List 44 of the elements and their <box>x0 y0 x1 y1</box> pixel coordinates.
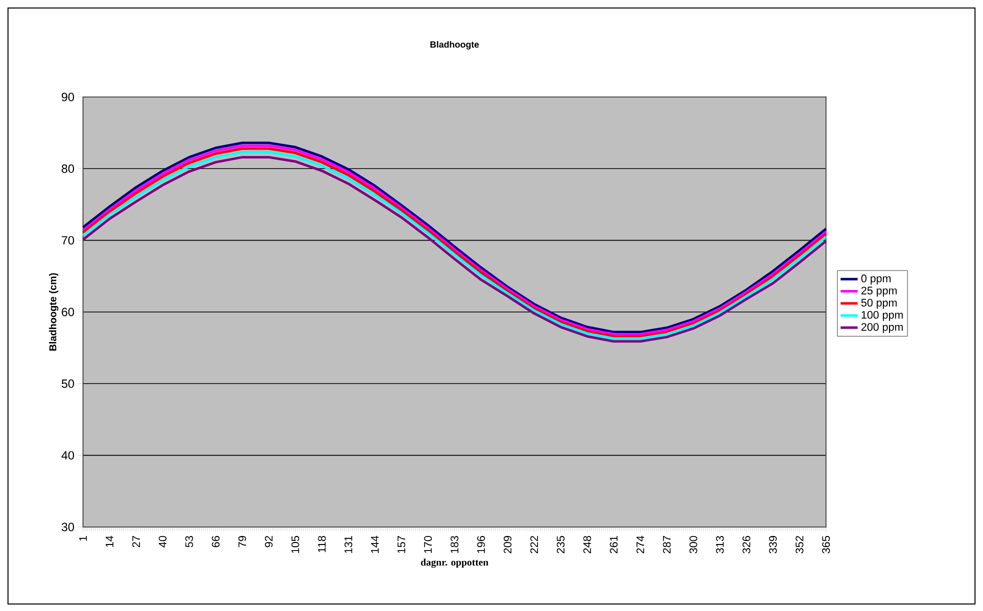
x-tick-label: 14 <box>106 536 114 547</box>
x-tick-label: 157 <box>398 536 406 553</box>
x-tick-label: 118 <box>318 536 326 552</box>
x-tick-label: 287 <box>662 536 671 554</box>
x-tick-label: 326 <box>742 536 750 554</box>
legend-label: 25 ppm <box>861 286 897 297</box>
x-tick-label: 248 <box>583 536 592 554</box>
y-tick-label: 70 <box>62 236 74 245</box>
x-tick-label: 40 <box>158 536 166 548</box>
x-tick-label: 144 <box>371 536 379 553</box>
x-tick-label: 105 <box>291 536 300 553</box>
x-tick-label: 79 <box>238 536 246 548</box>
legend-label: 0 ppm <box>861 274 891 284</box>
x-axis-title: dagnr. oppotten <box>420 558 488 568</box>
x-tick-label: 352 <box>796 536 804 554</box>
legend-label: 50 ppm <box>861 298 897 309</box>
x-tick-label: 300 <box>689 536 698 554</box>
x-tick-label: 313 <box>716 536 724 554</box>
legend-label: 200 ppm <box>861 323 903 333</box>
y-tick-label: 30 <box>62 522 74 532</box>
x-tick-label: 235 <box>556 536 565 554</box>
legend-label: 100 ppm <box>862 310 903 321</box>
x-tick-label: 131 <box>344 536 352 553</box>
x-tick-label: 339 <box>769 536 777 554</box>
x-tick-label: 209 <box>504 536 512 554</box>
y-tick-label: 40 <box>61 451 74 460</box>
x-tick-label: 365 <box>822 536 830 554</box>
y-tick-label: 60 <box>62 308 74 316</box>
x-tick-label: 53 <box>185 536 194 548</box>
x-tick-label: 274 <box>636 536 644 554</box>
y-tick-label: 80 <box>62 164 74 173</box>
y-tick-label: 90 <box>62 92 74 102</box>
y-axis-title: Bladhoogte (cm) <box>49 273 58 351</box>
x-tick-label: 261 <box>610 536 618 554</box>
x-tick-label: 66 <box>212 536 220 548</box>
x-tick-label: 196 <box>477 536 485 553</box>
x-tick-label: 183 <box>450 536 458 553</box>
x-tick-label: 222 <box>530 536 538 554</box>
x-tick-label: 92 <box>264 536 273 548</box>
chart-title: Bladhoogte <box>430 41 479 50</box>
y-tick-label: 50 <box>62 379 74 388</box>
x-tick-label: 170 <box>424 536 432 553</box>
x-tick-label: 1 <box>79 536 87 541</box>
x-tick-label: 27 <box>132 536 140 548</box>
